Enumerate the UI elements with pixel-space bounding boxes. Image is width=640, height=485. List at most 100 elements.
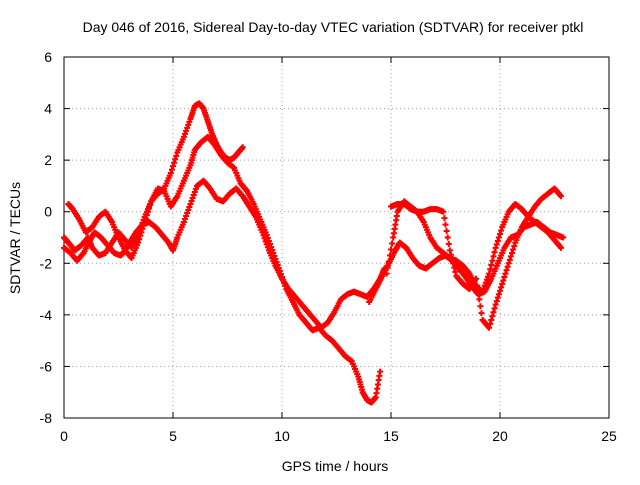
data-point xyxy=(486,270,493,277)
data-point-interp xyxy=(385,258,392,265)
data-point-interp xyxy=(271,252,278,259)
data-point-interp xyxy=(444,234,451,241)
data-point-interp xyxy=(495,291,502,298)
data-point-interp xyxy=(442,221,449,228)
data-point-interp xyxy=(511,243,518,250)
data-point-interp xyxy=(184,210,191,217)
data-point-interp xyxy=(487,266,494,273)
data-point-interp xyxy=(190,191,197,198)
data-point-interp xyxy=(265,237,272,244)
data-point xyxy=(560,234,567,241)
data-point-interp xyxy=(443,228,450,235)
data-point-interp xyxy=(183,213,190,220)
data-point-interp xyxy=(139,219,146,226)
data-point xyxy=(492,301,499,308)
data-point-interp xyxy=(388,246,394,253)
y-tick-label: -2 xyxy=(40,255,53,271)
data-point-interp xyxy=(476,296,483,303)
data-point-interp xyxy=(481,282,488,289)
data-point-interp xyxy=(489,257,496,264)
data-point-interp xyxy=(497,231,503,238)
data-point-interp xyxy=(181,216,188,223)
data-point-interp xyxy=(504,263,511,270)
data-point-interp xyxy=(272,255,279,262)
data-point xyxy=(473,275,480,282)
data-point-interp xyxy=(474,282,481,289)
data-point-interp xyxy=(282,283,289,290)
x-tick-label: 5 xyxy=(169,428,177,444)
data-point-interp xyxy=(503,267,510,274)
data-point-interp xyxy=(192,185,199,192)
data-point-interp xyxy=(490,309,497,316)
data-point-interp xyxy=(184,124,191,131)
data-point-interp xyxy=(452,268,459,275)
data-point xyxy=(440,208,447,215)
data-point-interp xyxy=(508,249,515,256)
y-tick-label: 0 xyxy=(44,204,52,220)
data-point-interp xyxy=(275,265,282,272)
grid-layer xyxy=(64,57,609,418)
data-point-interp xyxy=(268,243,275,250)
x-tick-label: 25 xyxy=(601,428,617,444)
data-point-interp xyxy=(498,284,505,291)
data-point-interp xyxy=(494,237,501,244)
data-point xyxy=(167,170,174,177)
data-point-interp xyxy=(450,260,457,267)
x-tick-label: 0 xyxy=(60,428,68,444)
data-point-interp xyxy=(498,227,505,234)
data-point xyxy=(135,231,142,238)
data-point-interp xyxy=(447,251,454,258)
data-point-interp xyxy=(185,206,192,213)
series-track-c xyxy=(61,100,246,259)
data-point-interp xyxy=(491,249,498,256)
data-point-interp xyxy=(480,285,487,292)
data-point-interp xyxy=(170,163,176,170)
data-point-interp xyxy=(269,246,276,253)
data-point-interp xyxy=(449,255,456,262)
x-tick-label: 10 xyxy=(274,428,290,444)
data-point-interp xyxy=(489,313,496,320)
data-point-interp xyxy=(137,225,144,232)
data-point xyxy=(263,231,270,238)
data-point-interp xyxy=(482,279,489,286)
data-point-interp xyxy=(281,280,288,287)
data-point-interp xyxy=(493,241,500,248)
data-point-interp xyxy=(483,276,490,283)
data-point-interp xyxy=(500,277,507,284)
y-tick-label: -6 xyxy=(40,358,53,374)
data-point-interp xyxy=(490,253,497,260)
data-point-interp xyxy=(185,121,192,128)
data-point xyxy=(558,244,565,251)
data-point-interp xyxy=(501,274,508,281)
data-point-interp xyxy=(497,287,503,294)
data-point xyxy=(492,244,499,251)
data-point xyxy=(558,193,565,200)
data-point-interp xyxy=(279,274,285,281)
data-point-interp xyxy=(264,234,271,241)
data-point-interp xyxy=(280,277,287,284)
data-point xyxy=(239,144,246,151)
data-point xyxy=(486,324,493,331)
data-point-interp xyxy=(138,222,145,229)
x-tick-label: 15 xyxy=(383,428,399,444)
data-point-interp xyxy=(191,188,198,195)
data-point-interp xyxy=(487,320,494,327)
data-point xyxy=(505,260,512,267)
data-point xyxy=(377,368,384,375)
data-point-interp xyxy=(475,289,482,296)
data-point-interp xyxy=(445,240,452,247)
data-point-interp xyxy=(277,271,284,278)
data-point-interp xyxy=(172,156,179,163)
data-point xyxy=(383,270,390,277)
x-axis-label: GPS time / hours xyxy=(282,458,389,474)
data-point-interp xyxy=(478,310,485,317)
data-point-interp xyxy=(186,203,193,210)
data-point xyxy=(180,219,187,226)
series-track-b xyxy=(65,133,384,406)
y-tick-label: 4 xyxy=(44,101,52,117)
data-point-interp xyxy=(384,264,391,271)
data-point-interp xyxy=(506,256,513,263)
data-point-interp xyxy=(491,305,498,312)
